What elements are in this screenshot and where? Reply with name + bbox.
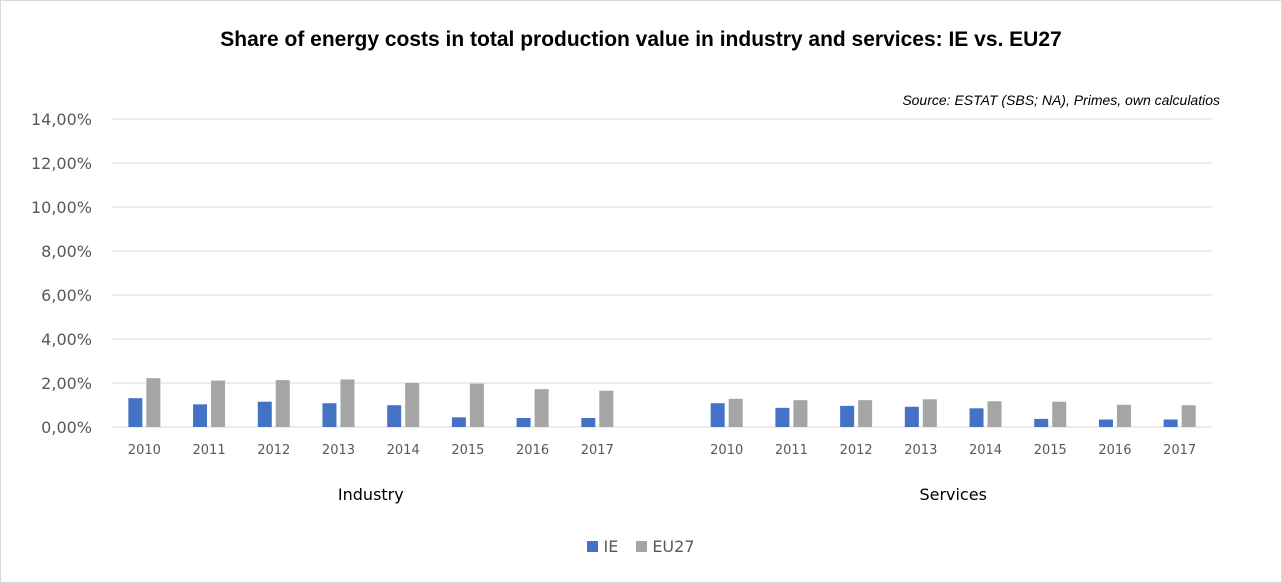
legend: IE EU27: [0, 537, 1282, 556]
group-labels: Industry Services: [338, 485, 987, 504]
bar-eu27-services-2014: [987, 401, 1002, 427]
x-tick-label: 2015: [451, 443, 484, 458]
bar-eu27-industry-2012: [275, 380, 290, 427]
bar-eu27-industry-2017: [599, 390, 614, 427]
x-axis-ticks: 2010 2011 2012 2013 2014 2015 2016 2017 2010 2011…: [128, 443, 1196, 458]
legend-item-ie: IE: [587, 537, 618, 556]
y-tick-label: 6,00%: [41, 286, 92, 305]
bar-eu27-services-2013: [922, 399, 937, 427]
bar-eu27-services-2010: [728, 398, 743, 427]
x-tick-label: 2014: [969, 443, 1002, 458]
y-tick-label: 10,00%: [31, 198, 92, 217]
bar-ie-industry-2016: [516, 417, 531, 427]
bar-eu27-services-2011: [793, 400, 808, 427]
x-tick-label: 2011: [193, 443, 226, 458]
x-tick-label: 2011: [775, 443, 808, 458]
bar-eu27-industry-2013: [340, 379, 355, 427]
x-tick-label: 2013: [904, 443, 937, 458]
group-label-services: Services: [919, 485, 986, 504]
bar-eu27-industry-2010: [146, 378, 161, 427]
bar-eu27-industry-2011: [211, 380, 226, 427]
bar-ie-services-2011: [775, 407, 790, 427]
x-tick-label: 2016: [1098, 443, 1131, 458]
bar-eu27-services-2015: [1052, 401, 1067, 427]
y-tick-label: 4,00%: [41, 330, 92, 349]
bar-eu27-industry-2015: [469, 383, 484, 427]
bar-ie-industry-2014: [387, 405, 402, 427]
y-tick-label: 8,00%: [41, 242, 92, 261]
x-tick-label: 2014: [387, 443, 420, 458]
legend-swatch-ie: [587, 541, 599, 552]
legend-label-ie: IE: [603, 537, 619, 556]
bar-ie-services-2016: [1098, 419, 1113, 427]
bar-eu27-industry-2014: [405, 383, 420, 427]
bar-ie-industry-2010: [128, 398, 143, 427]
bar-eu27-services-2012: [858, 400, 873, 427]
bar-ie-industry-2015: [451, 417, 466, 427]
y-tick-label: 0,00%: [41, 418, 92, 437]
bar-ie-services-2017: [1163, 419, 1178, 427]
chart-title: Share of energy costs in total productio…: [220, 28, 1062, 51]
x-tick-label: 2017: [581, 443, 614, 458]
x-tick-label: 2013: [322, 443, 355, 458]
y-tick-label: 2,00%: [41, 374, 92, 393]
y-tick-label: 12,00%: [31, 154, 92, 173]
x-tick-label: 2012: [840, 443, 873, 458]
x-tick-label: 2015: [1034, 443, 1067, 458]
bars: [128, 378, 1196, 427]
x-tick-label: 2010: [128, 443, 161, 458]
y-tick-label: 14,00%: [31, 110, 92, 129]
y-axis-ticks: 0,00% 2,00% 4,00% 6,00% 8,00% 10,00% 12,00% 14,…: [31, 110, 92, 437]
x-tick-label: 2016: [516, 443, 549, 458]
x-tick-label: 2012: [257, 443, 290, 458]
bar-ie-services-2010: [710, 403, 725, 427]
bar-ie-services-2012: [840, 405, 855, 427]
bar-ie-services-2015: [1034, 418, 1049, 427]
legend-label-eu27: EU27: [652, 537, 695, 556]
legend-item-eu27: EU27: [636, 537, 695, 556]
bar-eu27-services-2016: [1116, 404, 1131, 427]
bar-eu27-services-2017: [1181, 405, 1196, 427]
bar-ie-industry-2012: [257, 401, 272, 427]
bar-ie-industry-2017: [581, 417, 596, 427]
x-tick-label: 2010: [710, 443, 743, 458]
bar-ie-services-2014: [969, 408, 984, 427]
gridlines: [112, 118, 1212, 428]
group-label-industry: Industry: [338, 485, 404, 504]
x-tick-label: 2017: [1163, 443, 1196, 458]
legend-swatch-eu27: [636, 541, 648, 552]
bar-ie-services-2013: [904, 406, 919, 427]
bar-ie-industry-2013: [322, 403, 337, 427]
bar-eu27-industry-2016: [534, 389, 549, 427]
source-annotation: Source: ESTAT (SBS; NA), Primes, own cal…: [902, 92, 1220, 108]
bar-ie-industry-2011: [193, 404, 208, 427]
